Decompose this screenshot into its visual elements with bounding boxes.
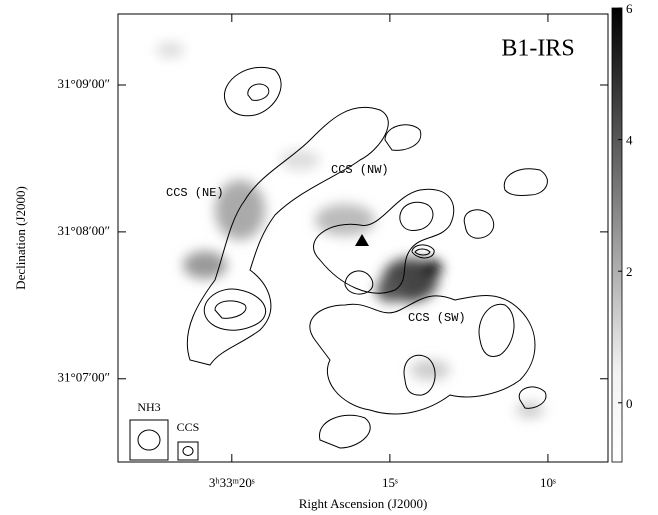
beam bbox=[137, 429, 161, 451]
grayscale-map bbox=[156, 42, 548, 449]
source-marker bbox=[355, 234, 369, 246]
annotation: CCS (SW) bbox=[408, 311, 466, 325]
beam-label: CCS bbox=[177, 420, 200, 434]
colorbar-tick-label: 4 bbox=[626, 133, 633, 148]
chart-title: B1-IRS bbox=[501, 36, 574, 62]
beam-box bbox=[177, 441, 199, 461]
x-axis-label: Right Ascension (J2000) bbox=[299, 496, 428, 511]
colorbar-tick-label: 6 bbox=[626, 1, 633, 16]
colorbar-tick-label: 2 bbox=[626, 264, 633, 279]
y-tick-label: 31°08′00″ bbox=[58, 223, 110, 238]
annotation: CCS (NE) bbox=[166, 186, 224, 200]
colorbar bbox=[611, 7, 623, 463]
y-tick-label: 31°09′00″ bbox=[58, 76, 110, 91]
beam-label: NH3 bbox=[137, 400, 160, 414]
x-tick-label: 3ʰ33ᵐ20ˢ bbox=[209, 475, 255, 490]
annotation: CCS (NW) bbox=[331, 163, 389, 177]
colorbar-tick-label: 0 bbox=[626, 396, 633, 411]
beam-box bbox=[129, 419, 169, 461]
plot-frame bbox=[117, 13, 609, 463]
beam bbox=[182, 446, 194, 456]
contours bbox=[186, 66, 548, 449]
y-tick-label: 31°07′00″ bbox=[58, 370, 110, 385]
y-axis-label: Declination (J2000) bbox=[13, 186, 28, 290]
x-tick-label: 10ˢ bbox=[540, 475, 556, 490]
x-tick-label: 15ˢ bbox=[382, 475, 398, 490]
